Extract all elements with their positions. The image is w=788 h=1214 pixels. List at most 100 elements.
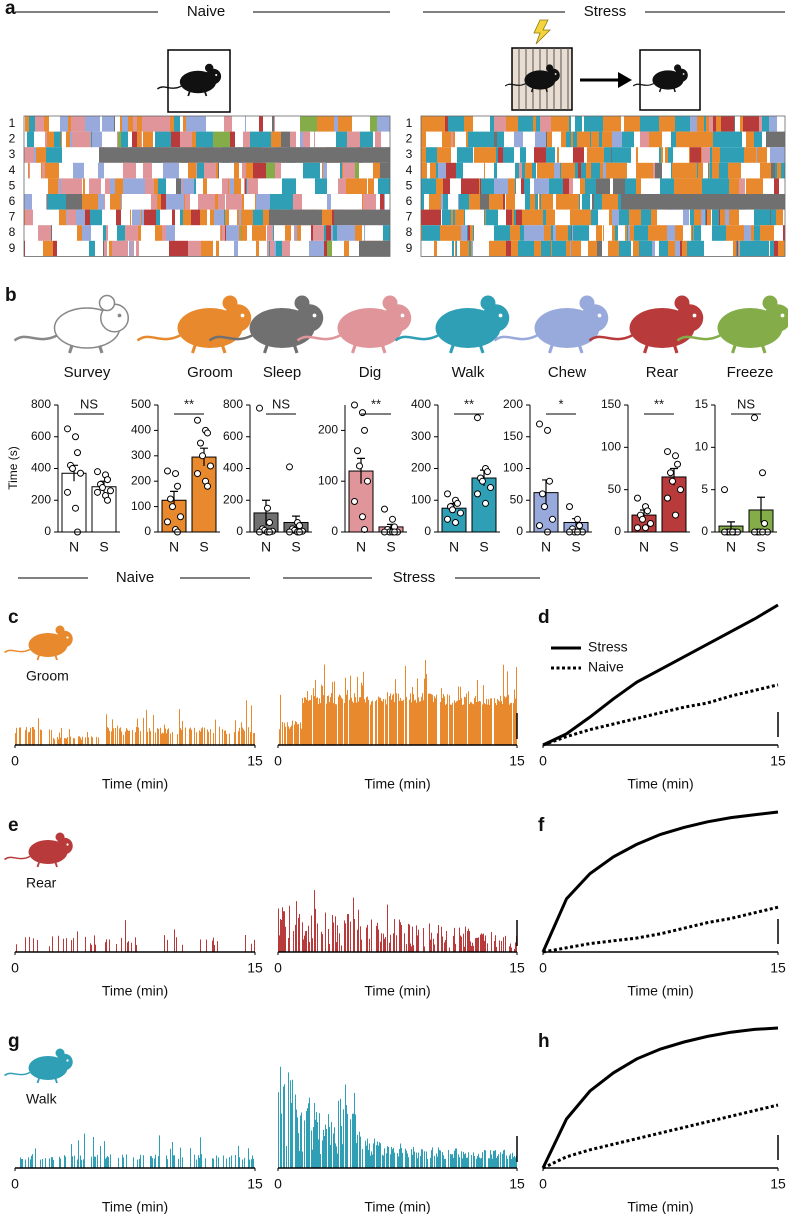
ethogram-texture [253,209,263,226]
ethogram-texture [573,147,584,163]
ethogram-texture [438,162,446,179]
ethogram-texture [712,209,718,226]
ethogram-texture [311,225,313,241]
data-point [634,524,641,532]
ethogram-texture [436,178,443,194]
ethogram-texture [619,240,631,257]
ethogram-texture [759,131,762,148]
ethogram-texture [128,116,130,132]
ethogram-texture [701,209,705,226]
data-point [721,486,728,494]
ethogram-texture [693,240,696,257]
ethogram-texture [480,178,481,194]
header: Naive [116,569,154,586]
behavior-label: Rear [26,875,57,891]
arrow-head [618,72,632,88]
ethogram-texture [534,147,546,163]
ethogram-texture [464,209,465,226]
ethogram-texture [204,162,216,179]
ethogram-texture [174,116,177,132]
ethogram-texture [43,240,53,257]
y-tick-label: 200 [318,423,338,437]
ethogram-texture [137,131,141,148]
data-point [484,468,491,476]
ethogram-texture [737,240,738,257]
data-point [354,447,361,455]
mouse-legs [449,345,485,354]
ethogram-texture [256,194,270,210]
mouse-eye [692,313,697,318]
mouse-ear [674,64,682,72]
ethogram-texture [579,194,580,210]
ethogram-texture [104,240,107,257]
mouse-head [56,630,73,648]
mouse-tail [676,334,721,342]
mouse-tail [136,334,181,342]
ethogram-texture [342,162,343,179]
ethogram-texture [626,209,629,226]
data-point [359,409,366,417]
ethogram-texture [384,194,385,210]
mouse-legs [658,88,676,93]
ethogram-texture [570,240,571,257]
mouse-head [295,304,324,332]
x-tick-label: 0 [539,960,547,976]
ethogram-texture [536,116,540,132]
ethogram-texture [714,178,717,194]
ethogram-texture [250,131,266,148]
ethogram-texture [326,225,331,241]
y-tick-label: 300 [411,429,431,443]
ethogram-texture [355,162,359,179]
ethogram-texture [596,225,602,241]
y-tick-label: 200 [31,492,51,506]
ethogram-texture [570,209,572,226]
ethogram-texture [718,209,719,226]
ethogram-texture [640,116,659,132]
ethogram-texture [755,240,769,257]
ethogram-texture [266,162,275,179]
data-point [672,452,679,460]
ethogram-texture [125,225,138,241]
ethogram-texture [229,178,230,194]
header: Stress [584,3,627,20]
ethogram-texture [712,147,720,163]
ethogram-texture [297,225,301,241]
ethogram-texture [783,225,785,241]
ethogram-texture [234,240,238,257]
ethogram-texture [105,178,110,194]
ethogram-texture [216,162,218,179]
mouse-legs [548,345,584,354]
ethogram-texture [588,162,591,179]
ethogram-texture [751,225,754,241]
mouse-ear [546,64,554,72]
mouse-ear [382,295,398,311]
data-point [677,486,684,494]
ethogram-texture [224,209,225,226]
ethogram-texture [222,225,225,241]
ethogram-texture [272,116,274,132]
ethogram-texture [90,209,102,226]
ethogram-texture [317,178,327,194]
data-point [474,414,481,422]
ethogram-texture [151,194,156,210]
row-label: 5 [406,178,413,192]
ethogram-texture [225,225,226,241]
ethogram-texture [294,225,295,241]
behavior-label: Chew [548,364,587,381]
ethogram-texture [71,116,85,132]
ethogram-texture [469,194,475,210]
mouse-eye [215,73,218,77]
ethogram-texture [218,162,219,179]
ethogram-frame [23,115,391,257]
ethogram-texture [34,147,36,163]
ethogram-texture [514,131,523,148]
ethogram-texture [218,194,225,210]
data-point [574,515,581,523]
data-point [364,477,371,485]
ethogram-texture [686,240,687,257]
ethogram-texture [76,178,82,194]
mouse-head [481,304,510,332]
mouse-tail [156,85,182,90]
ethogram-texture [464,116,473,132]
ethogram-texture [234,178,236,194]
